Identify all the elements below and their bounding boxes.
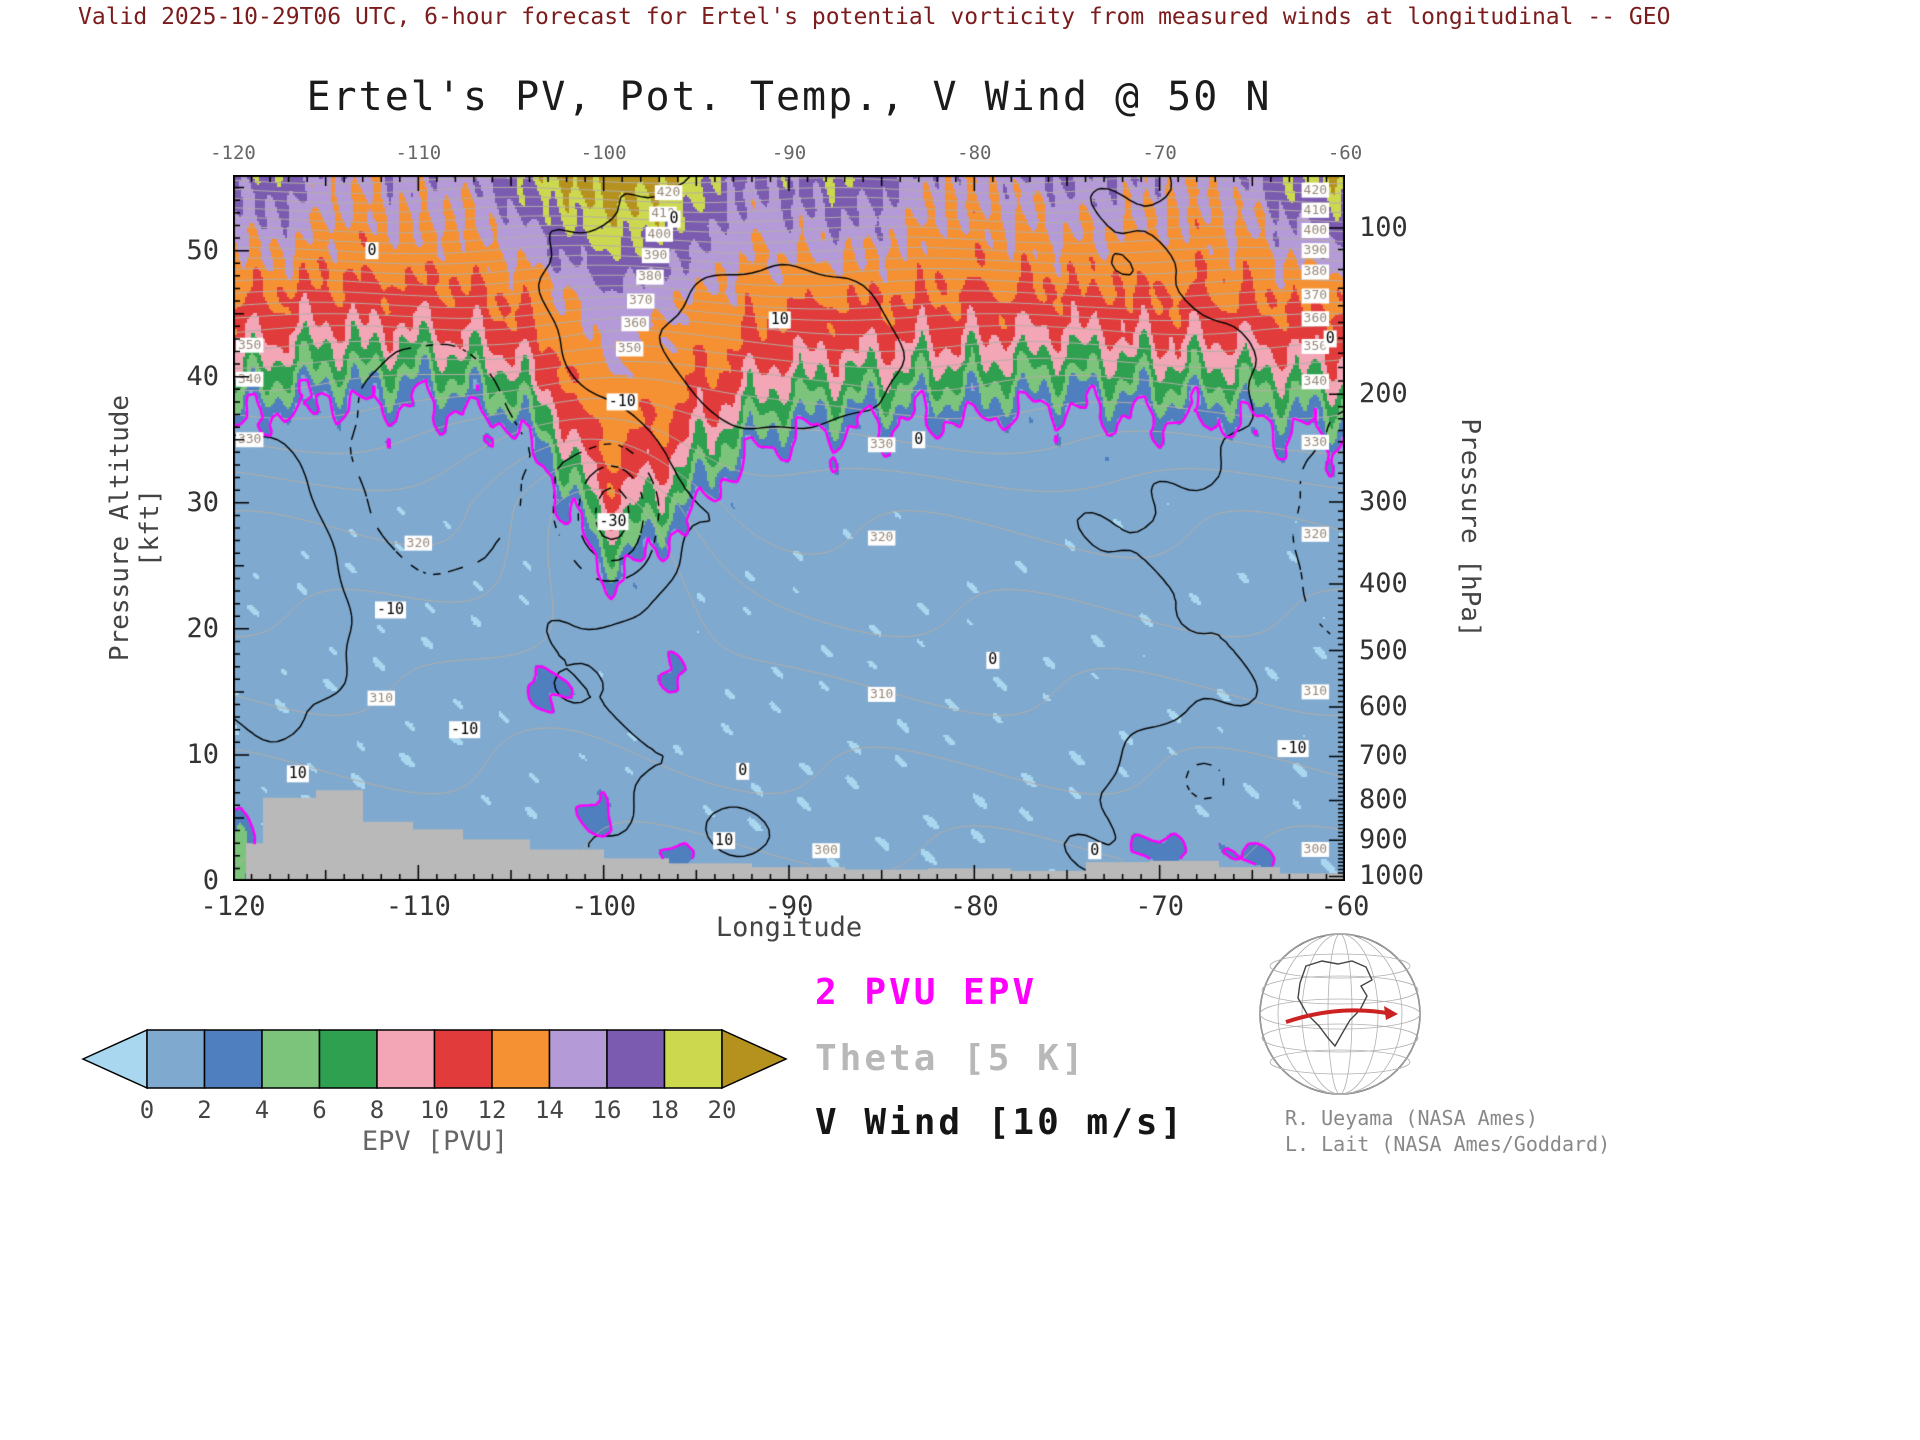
- left-tick-label: 50: [186, 234, 219, 266]
- colorbar-segment: [261, 1029, 321, 1089]
- legend-2pvu-epv: 2 PVU EPV: [815, 972, 1038, 1013]
- colorbar-right-arrow: [721, 1028, 788, 1090]
- colorbar-tick-label: 12: [477, 1096, 507, 1124]
- colorbar-tick-label: 8: [369, 1096, 385, 1124]
- right-tick-label: 800: [1359, 784, 1408, 816]
- right-tick-label: 700: [1359, 740, 1408, 772]
- x-top-tick-label: -80: [957, 142, 992, 164]
- colorbar-segment: [663, 1029, 723, 1089]
- colorbar-segment: [433, 1029, 493, 1089]
- colorbar-tick-label: 2: [197, 1096, 212, 1124]
- colorbar-tick-label: 18: [650, 1096, 679, 1124]
- colorbar-tick-label: 14: [535, 1096, 564, 1124]
- pv-cross-section-plot: [233, 175, 1345, 881]
- x-top-tick-label: -90: [771, 142, 807, 164]
- left-tick-label: 10: [186, 738, 219, 770]
- globe-inset-map: [1259, 933, 1421, 1095]
- left-axis-title: Pressure Altitude [kft]: [105, 394, 165, 662]
- graticule: [1259, 933, 1421, 1095]
- colorbar-segment: [606, 1029, 666, 1089]
- colorbar-segment: [203, 1029, 263, 1089]
- arc-arrowhead: [1384, 1006, 1398, 1020]
- colorbar-segment: [318, 1029, 378, 1089]
- colorbar-segment: [548, 1029, 608, 1089]
- credit-line-1: R. Ueyama (NASA Ames): [1285, 1106, 1538, 1130]
- x-tick-label: -120: [200, 891, 266, 922]
- left-tick-label: 30: [186, 486, 219, 518]
- x-top-tick-label: -110: [395, 142, 442, 164]
- x-top-tick-label: -70: [1142, 142, 1177, 164]
- colorbar-segment: [376, 1029, 436, 1089]
- legend-theta: Theta [5 K]: [815, 1038, 1087, 1079]
- x-tick-label: -110: [385, 891, 451, 922]
- legend-vwind: V Wind [10 m/s]: [815, 1102, 1186, 1143]
- colorbar-label: EPV [PVU]: [361, 1126, 509, 1157]
- left-tick-label: 0: [202, 865, 219, 896]
- colorbar-segment: [146, 1029, 206, 1089]
- right-axis-title: Pressure [hPa]: [1455, 418, 1485, 638]
- cross-section-arc: [1285, 1008, 1393, 1024]
- plot-title: Ertel's PV, Pot. Temp., V Wind @ 50 N: [306, 74, 1272, 120]
- coastline: [1297, 960, 1373, 1048]
- right-tick-label: 1000: [1359, 860, 1425, 892]
- colorbar-tick-label: 10: [420, 1096, 449, 1124]
- right-tick-label: 400: [1359, 567, 1408, 599]
- colorbar-tick-label: 20: [707, 1096, 737, 1124]
- x-top-tick-label: -60: [1327, 142, 1363, 164]
- left-tick-label: 40: [186, 360, 219, 392]
- x-tick-label: -90: [764, 891, 814, 922]
- x-tick-label: -60: [1320, 891, 1370, 922]
- colorbar-tick-label: 16: [592, 1096, 622, 1124]
- right-tick-label: 900: [1359, 824, 1408, 856]
- colorbar-left-arrow: [81, 1028, 148, 1090]
- epv-colorbar: [81, 1028, 788, 1090]
- right-tick-label: 600: [1359, 691, 1408, 723]
- colorbar-tick-label: 4: [254, 1096, 270, 1124]
- x-tick-label: -100: [571, 891, 637, 922]
- credit-line-2: L. Lait (NASA Ames/Goddard): [1285, 1132, 1611, 1156]
- x-top-tick-label: -100: [580, 142, 627, 164]
- right-tick-label: 300: [1359, 486, 1408, 518]
- right-tick-label: 100: [1359, 211, 1408, 243]
- x-top-tick-label: -120: [210, 142, 256, 164]
- validity-header: Valid 2025-10-29T06 UTC, 6-hour forecast…: [78, 4, 1671, 30]
- right-tick-label: 200: [1359, 378, 1408, 410]
- left-tick-label: 20: [186, 612, 219, 644]
- right-tick-label: 500: [1359, 634, 1408, 666]
- x-tick-label: -80: [949, 891, 999, 922]
- x-axis-title: Longitude: [715, 912, 863, 943]
- x-tick-label: -70: [1135, 891, 1185, 922]
- colorbar-tick-label: 0: [139, 1096, 155, 1124]
- colorbar-tick-label: 6: [312, 1096, 327, 1124]
- colorbar-segment: [491, 1029, 551, 1089]
